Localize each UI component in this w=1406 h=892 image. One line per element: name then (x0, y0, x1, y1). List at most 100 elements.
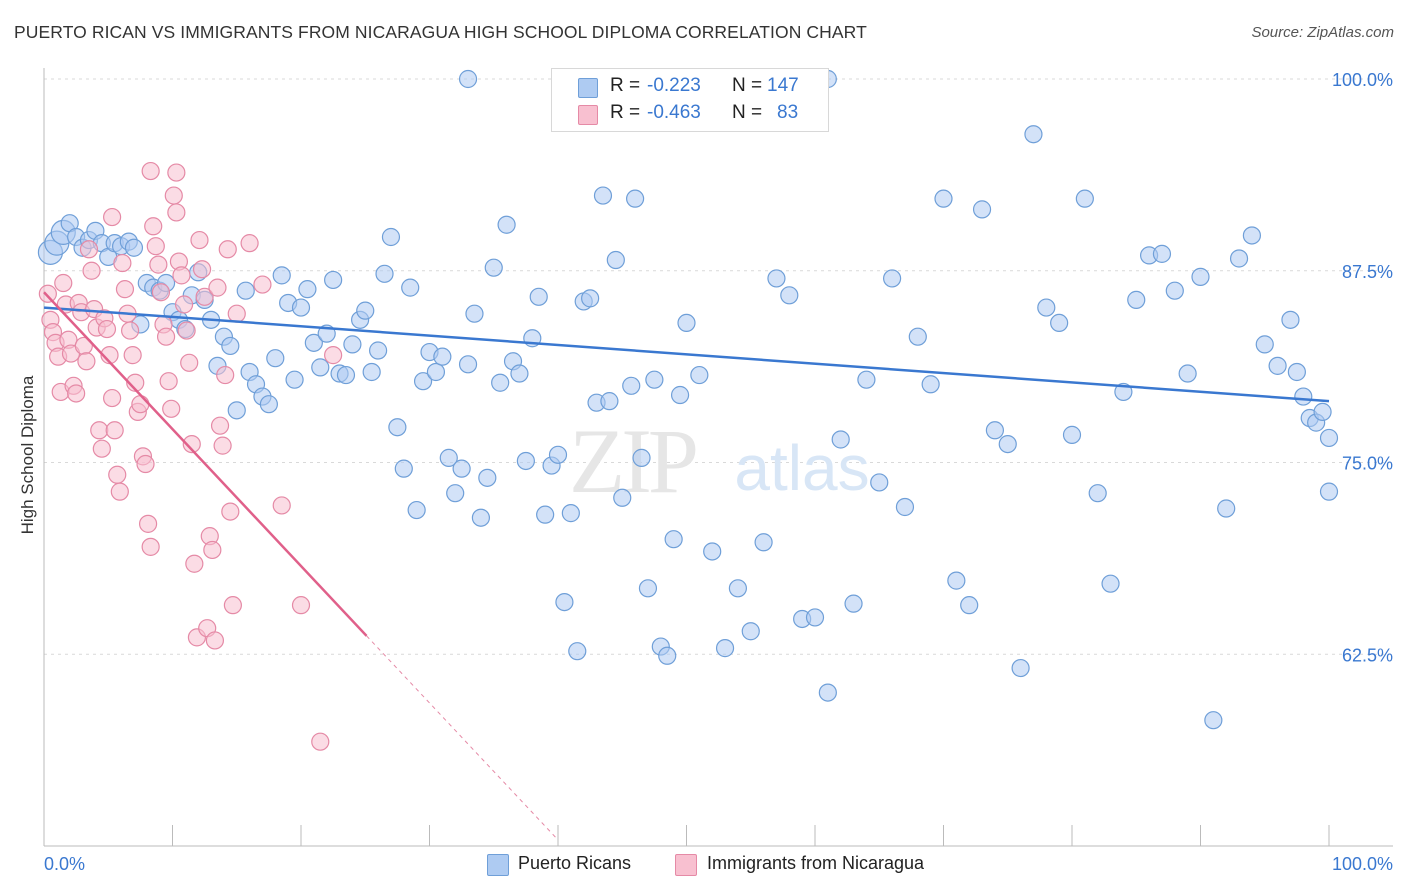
data-point-puerto-ricans (908, 327, 927, 346)
data-point-puerto-ricans (311, 358, 330, 377)
data-point-nicaragua (141, 537, 160, 556)
data-point-puerto-ricans (291, 298, 311, 317)
data-point-nicaragua (151, 283, 171, 302)
trend-line-nicaragua-extension (366, 635, 559, 841)
data-point-nicaragua (136, 454, 155, 474)
legend-r-label: R = (610, 75, 641, 96)
data-point-nicaragua (167, 163, 186, 182)
data-point-nicaragua (227, 304, 246, 323)
watermark-atlas: atlas (734, 432, 869, 504)
data-point-puerto-ricans (324, 270, 343, 290)
y-tick-label: 87.5% (1342, 262, 1393, 282)
data-point-nicaragua (123, 346, 142, 365)
data-point-puerto-ricans (622, 376, 641, 395)
data-point-nicaragua (103, 207, 122, 227)
data-point-nicaragua (240, 234, 259, 253)
data-point-puerto-ricans (754, 533, 773, 552)
data-point-puerto-ricans (645, 370, 664, 389)
legend-swatch-pink (578, 105, 598, 125)
data-point-puerto-ricans (1319, 428, 1339, 448)
data-point-nicaragua (79, 240, 99, 259)
data-point-puerto-ricans (484, 258, 503, 277)
data-point-puerto-ricans (972, 200, 992, 219)
data-point-nicaragua (54, 273, 73, 293)
data-point-puerto-ricans (677, 313, 696, 333)
series-puerto-ricans-points (37, 69, 1339, 730)
data-point-puerto-ricans (844, 594, 863, 613)
data-point-nicaragua (82, 261, 101, 280)
data-point-puerto-ricans (985, 421, 1005, 440)
data-point-nicaragua (180, 353, 199, 372)
data-point-nicaragua (221, 502, 240, 521)
data-point-puerto-ricans (1165, 281, 1184, 300)
data-point-puerto-ricans (343, 335, 362, 354)
data-point-puerto-ricans (426, 362, 446, 382)
data-point-puerto-ricans (1075, 189, 1094, 208)
data-point-puerto-ricans (452, 459, 471, 478)
data-point-nicaragua (146, 237, 165, 256)
data-point-nicaragua (141, 161, 160, 181)
data-point-nicaragua (92, 439, 111, 458)
data-point-puerto-ricans (1242, 226, 1262, 245)
x-tick-label: 100.0% (1332, 854, 1393, 874)
y-tick-label: 62.5% (1342, 645, 1393, 665)
data-point-puerto-ricans (1287, 362, 1306, 382)
data-point-puerto-ricans (298, 280, 317, 299)
legend-swatch-blue (578, 78, 598, 98)
data-point-nicaragua (182, 434, 201, 454)
data-point-puerto-ricans (458, 355, 478, 374)
trend-line-puerto-ricans (43, 306, 1330, 403)
legend-n-label: N = (732, 102, 763, 123)
data-point-nicaragua (213, 436, 232, 455)
data-point-puerto-ricans (1281, 310, 1300, 329)
data-point-nicaragua (156, 327, 176, 346)
data-point-puerto-ricans (1011, 658, 1030, 678)
data-point-puerto-ricans (593, 186, 613, 205)
data-point-puerto-ricans (658, 646, 677, 665)
data-point-puerto-ricans (998, 434, 1017, 454)
data-point-puerto-ricans (401, 278, 420, 297)
data-point-nicaragua (192, 260, 212, 279)
data-point-nicaragua (210, 416, 230, 435)
source-label: Source: ZipAtlas.com (1251, 24, 1394, 41)
data-point-puerto-ricans (1127, 290, 1146, 309)
data-point-nicaragua (223, 596, 242, 615)
y-tick-labels: 100.0% 87.5% 75.0% 62.5% (1332, 70, 1393, 665)
data-point-puerto-ricans (471, 508, 490, 527)
data-point-puerto-ricans (1191, 267, 1210, 286)
data-point-puerto-ricans (613, 488, 632, 507)
data-point-puerto-ricans (1217, 499, 1236, 518)
data-point-puerto-ricans (1178, 364, 1197, 383)
data-point-nicaragua (253, 275, 272, 294)
data-point-puerto-ricans (388, 418, 407, 437)
data-point-nicaragua (105, 421, 124, 440)
data-point-puerto-ricans (375, 264, 394, 283)
legend-label-puerto-ricans: Puerto Ricans (518, 853, 632, 873)
data-point-puerto-ricans (465, 304, 484, 323)
data-point-puerto-ricans (529, 287, 548, 306)
data-point-nicaragua (203, 540, 222, 560)
data-point-puerto-ricans (857, 370, 876, 389)
legend-swatch-pink (675, 854, 697, 876)
data-point-puerto-ricans (221, 336, 240, 356)
data-point-puerto-ricans (381, 227, 401, 247)
data-point-puerto-ricans (741, 622, 760, 641)
trend-lines (43, 291, 1330, 841)
data-point-puerto-ricans (715, 639, 735, 658)
data-point-puerto-ricans (446, 484, 465, 503)
data-point-puerto-ricans (497, 215, 516, 234)
data-point-nicaragua (144, 217, 163, 236)
data-point-puerto-ricans (433, 347, 452, 366)
legend-r-value: -0.463 (647, 102, 701, 123)
data-point-nicaragua (38, 284, 57, 303)
data-point-puerto-ricans (1294, 387, 1313, 406)
y-tick-label: 75.0% (1342, 454, 1393, 474)
data-point-nicaragua (216, 365, 235, 385)
data-point-puerto-ricans (1204, 711, 1223, 730)
data-point-nicaragua (113, 253, 132, 273)
x-tick-labels: 0.0% 100.0% (44, 854, 1393, 874)
data-point-nicaragua (164, 186, 183, 205)
data-point-nicaragua (291, 596, 311, 615)
data-point-puerto-ricans (1319, 482, 1339, 501)
